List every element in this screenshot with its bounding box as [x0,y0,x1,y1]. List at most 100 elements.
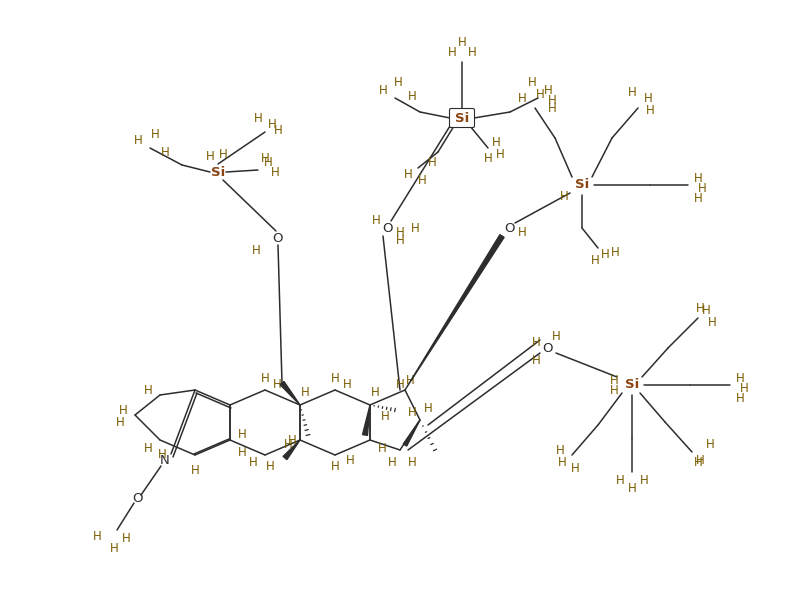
Text: H: H [273,124,282,137]
Text: H: H [261,372,269,385]
Text: H: H [609,384,618,397]
Text: H: H [547,93,556,106]
Text: H: H [407,456,416,469]
Text: H: H [263,155,272,168]
Text: H: H [693,171,702,184]
Text: H: H [707,316,715,329]
Text: H: H [407,89,416,102]
Text: H: H [253,112,262,125]
Text: H: H [133,134,142,147]
Text: H: H [517,226,526,239]
Text: H: H [495,148,504,161]
Text: H: H [447,46,456,59]
Text: H: H [190,463,199,476]
Text: H: H [119,404,128,417]
Text: H: H [371,387,379,400]
Text: H: H [609,374,618,387]
Text: H: H [387,456,396,469]
Text: H: H [695,453,703,466]
Text: H: H [697,181,706,194]
Text: H: H [531,336,540,349]
Text: H: H [547,102,556,115]
Text: H: H [600,248,609,261]
Text: Si: Si [454,112,468,125]
Text: H: H [144,441,152,454]
Text: H: H [457,35,466,48]
Text: H: H [491,135,500,148]
Text: H: H [693,191,702,204]
Text: H: H [121,531,130,544]
Text: N: N [160,453,170,466]
Text: H: H [287,434,296,446]
Text: H: H [160,145,169,158]
Text: H: H [405,374,414,387]
FancyBboxPatch shape [449,109,474,128]
Text: H: H [531,353,540,366]
Text: H: H [551,330,560,343]
Text: H: H [205,151,214,164]
Text: H: H [643,92,651,105]
Text: H: H [380,411,389,424]
Text: H: H [527,76,536,89]
Text: H: H [371,213,380,226]
Text: H: H [705,439,714,452]
Text: H: H [330,372,339,385]
Text: H: H [157,449,166,462]
Text: H: H [115,417,124,430]
Text: H: H [267,118,276,131]
Text: H: H [395,233,404,246]
Text: H: H [695,301,703,314]
Text: H: H [251,243,260,256]
Text: Si: Si [574,178,589,191]
Text: H: H [403,168,412,181]
Text: H: H [735,391,743,404]
Text: H: H [467,46,476,59]
Text: H: H [261,151,269,164]
Polygon shape [403,420,419,446]
Text: H: H [543,83,552,96]
Text: H: H [151,128,159,141]
Text: H: H [423,401,431,414]
Text: H: H [273,378,281,391]
Text: H: H [237,428,246,441]
Text: Si: Si [211,165,225,178]
Text: H: H [237,446,246,459]
Text: H: H [570,462,579,475]
Text: H: H [557,456,565,469]
Text: H: H [645,103,654,116]
Polygon shape [362,405,370,436]
Text: H: H [345,453,354,466]
Text: H: H [627,482,635,495]
Text: H: H [410,222,419,235]
Text: H: H [330,460,339,473]
Text: H: H [407,405,416,418]
Polygon shape [404,235,504,390]
Text: H: H [701,304,710,317]
Text: H: H [283,439,292,452]
Text: H: H [639,473,647,486]
Text: H: H [379,83,387,96]
Polygon shape [280,381,300,405]
Text: H: H [517,92,526,105]
Text: H: H [395,226,404,239]
Text: H: H [265,460,274,473]
Text: O: O [504,222,515,235]
Text: H: H [555,443,564,456]
Text: H: H [218,148,227,161]
Text: H: H [249,456,257,469]
Text: H: H [395,378,404,391]
Text: H: H [559,190,568,203]
Text: H: H [110,543,118,556]
Text: H: H [342,378,351,391]
Text: H: H [739,382,747,395]
Text: H: H [483,151,492,164]
Text: H: H [590,254,598,267]
Text: H: H [735,372,743,385]
Text: H: H [535,89,544,102]
Text: H: H [693,456,702,469]
Text: O: O [273,232,283,245]
Text: H: H [610,245,618,258]
Text: H: H [300,387,309,400]
Text: O: O [132,492,143,505]
Text: H: H [92,531,101,544]
